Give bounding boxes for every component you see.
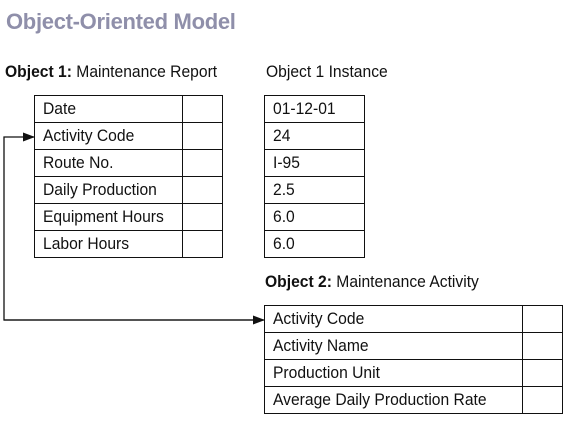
object2-label: Object 2: — [265, 272, 332, 291]
instance-table: 01-12-01 24 I-95 2.5 6.0 6.0 — [264, 95, 365, 258]
field-cell: Production Unit — [264, 359, 523, 387]
value-cell: 01-12-01 — [264, 95, 365, 123]
instance-heading: Object 1 Instance — [266, 62, 388, 81]
table-row: 24 — [264, 122, 365, 150]
table-row: Daily Production — [34, 176, 223, 204]
blank-cell — [522, 359, 563, 387]
field-cell: Activity Code — [264, 305, 523, 333]
value-cell: 6.0 — [264, 230, 365, 258]
table-row: Labor Hours — [34, 230, 223, 258]
object2-name: Maintenance Activity — [336, 272, 479, 291]
object1-table: Date Activity Code Route No. Daily Produ… — [34, 95, 223, 258]
table-row: I-95 — [264, 149, 365, 177]
table-row: Production Unit — [264, 359, 563, 387]
object2-table: Activity Code Activity Name Production U… — [264, 305, 563, 414]
table-row: Equipment Hours — [34, 203, 223, 231]
diagram-title: Object-Oriented Model — [6, 9, 236, 34]
table-row: 6.0 — [264, 230, 365, 258]
blank-cell — [522, 305, 563, 333]
field-cell: Activity Name — [264, 332, 523, 360]
blank-cell — [182, 122, 223, 150]
object1-heading: Object 1: Maintenance Report — [5, 62, 217, 82]
table-row: Date — [34, 95, 223, 123]
field-cell: Date — [34, 95, 183, 123]
field-cell: Activity Code — [34, 122, 183, 150]
field-cell: Daily Production — [34, 176, 183, 204]
value-cell: 24 — [264, 122, 365, 150]
table-row: Activity Name — [264, 332, 563, 360]
blank-cell — [182, 230, 223, 258]
table-row: Activity Code — [264, 305, 563, 333]
table-row: Average Daily Production Rate — [264, 386, 563, 414]
value-cell: I-95 — [264, 149, 365, 177]
object2-heading: Object 2: Maintenance Activity — [265, 272, 479, 292]
blank-cell — [522, 386, 563, 414]
field-cell: Route No. — [34, 149, 183, 177]
field-cell: Equipment Hours — [34, 203, 183, 231]
field-cell: Labor Hours — [34, 230, 183, 258]
object1-label: Object 1: — [5, 62, 72, 81]
table-row: 01-12-01 — [264, 95, 365, 123]
object1-name: Maintenance Report — [76, 62, 218, 81]
link-arrow-line — [3, 132, 262, 321]
table-row: Activity Code — [34, 122, 223, 150]
